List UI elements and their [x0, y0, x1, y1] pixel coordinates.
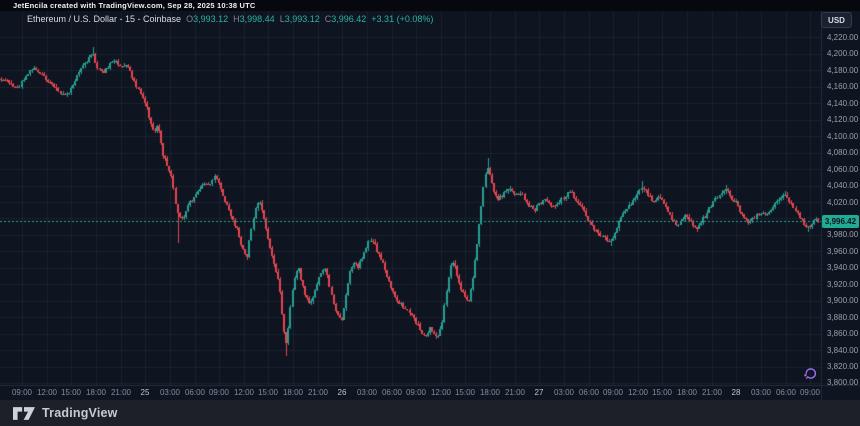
time-axis-label: 21:00	[504, 388, 526, 397]
time-axis-label: 03:00	[159, 388, 181, 397]
time-axis-label: 15:00	[257, 388, 279, 397]
time-axis-label: 09:00	[602, 388, 624, 397]
price-axis-label: 4,080.00	[827, 148, 859, 158]
replay-marker-icon[interactable]	[802, 365, 819, 387]
price-axis-label: 3,900.00	[827, 296, 859, 306]
ohlc-close-key: C	[324, 14, 332, 24]
price-axis-label: 4,100.00	[827, 131, 859, 141]
time-axis-label: 06:00	[578, 388, 600, 397]
time-axis-day-label: 25	[140, 388, 150, 397]
time-axis-label: 12:00	[430, 388, 452, 397]
time-axis-label: 21:00	[110, 388, 132, 397]
time-axis-label: 09:00	[208, 388, 230, 397]
price-axis-label: 4,040.00	[827, 181, 859, 191]
price-axis-label: 4,140.00	[827, 98, 859, 108]
price-change: +3.31 (+0.08%)	[371, 14, 434, 24]
price-axis-label: 4,180.00	[827, 65, 859, 75]
price-axis-label: 4,120.00	[827, 115, 859, 125]
time-axis-label: 06:00	[184, 388, 206, 397]
time-axis-label: 12:00	[233, 388, 255, 397]
price-axis-label: 3,800.00	[827, 378, 859, 388]
time-axis-label: 12:00	[627, 388, 649, 397]
candlestick-chart-canvas[interactable]	[0, 0, 860, 400]
time-axis-label: 03:00	[750, 388, 772, 397]
symbol-legend[interactable]: Ethereum / U.S. Dollar - 15 - Coinbase O3…	[27, 14, 433, 24]
current-price-badge: 3,996.42	[822, 214, 859, 228]
ohlc-low-value: 3,993.12	[284, 14, 320, 24]
price-axis-label: 3,940.00	[827, 263, 859, 273]
time-axis-label: 18:00	[479, 388, 501, 397]
price-axis-label: 3,980.00	[827, 230, 859, 240]
time-axis-label: 15:00	[454, 388, 476, 397]
time-axis-label: 03:00	[356, 388, 378, 397]
time-axis-label: 12:00	[36, 388, 58, 397]
time-axis-label: 06:00	[381, 388, 403, 397]
time-axis-label: 18:00	[282, 388, 304, 397]
ohlc-high-key: H	[233, 14, 240, 24]
ohlc-high-value: 3,998.44	[239, 14, 275, 24]
time-axis-label: 18:00	[676, 388, 698, 397]
time-axis-label: 09:00	[11, 388, 33, 397]
price-axis[interactable]: 4,220.00 4,200.00 4,180.00 4,160.00 4,140.00…	[822, 11, 860, 388]
price-axis-label: 3,880.00	[827, 312, 859, 322]
attribution-bar: JetEncila created with TradingView.com, …	[0, 0, 860, 11]
time-axis-label: 09:00	[405, 388, 427, 397]
bottom-toolbar: TradingView	[0, 400, 860, 426]
price-axis-label: 3,820.00	[827, 362, 859, 372]
price-axis-label: 3,960.00	[827, 246, 859, 256]
price-axis-label: 3,920.00	[827, 279, 859, 289]
price-axis-label: 4,020.00	[827, 197, 859, 207]
currency-unit-label: USD	[828, 15, 845, 25]
time-axis-label: 15:00	[60, 388, 82, 397]
time-axis-day-label: 27	[534, 388, 544, 397]
time-axis-label: 21:00	[701, 388, 723, 397]
brand-wordmark[interactable]: TradingView	[42, 406, 118, 420]
symbol-title[interactable]: Ethereum / U.S. Dollar - 15 - Coinbase	[27, 14, 182, 24]
ohlc-close-value: 3,996.42	[331, 14, 367, 24]
time-axis[interactable]: 09:00 12:00 15:00 18:00 21:00 25 03:00 06:00 09:…	[0, 385, 821, 400]
attribution-text: JetEncila created with TradingView.com, …	[13, 1, 256, 10]
time-axis-label: 18:00	[85, 388, 107, 397]
time-axis-day-label: 26	[337, 388, 347, 397]
ohlc-open-value: 3,993.12	[193, 14, 229, 24]
price-axis-label: 4,060.00	[827, 164, 859, 174]
price-axis-label: 4,220.00	[827, 32, 859, 42]
time-axis-label: 15:00	[651, 388, 673, 397]
tradingview-logo-icon[interactable]	[13, 406, 35, 420]
ohlc-low-key: L	[279, 14, 285, 24]
price-axis-label: 3,860.00	[827, 329, 859, 339]
time-axis-label: 09:00	[799, 388, 821, 397]
price-axis-label: 3,840.00	[827, 345, 859, 355]
currency-unit-button[interactable]: USD	[821, 12, 852, 28]
price-axis-label: 4,200.00	[827, 49, 859, 59]
price-axis-label: 4,160.00	[827, 82, 859, 92]
ohlc-open-key: O	[186, 14, 194, 24]
time-axis-label: 06:00	[775, 388, 797, 397]
time-axis-day-label: 28	[731, 388, 741, 397]
time-axis-label: 21:00	[307, 388, 329, 397]
time-axis-label: 03:00	[553, 388, 575, 397]
